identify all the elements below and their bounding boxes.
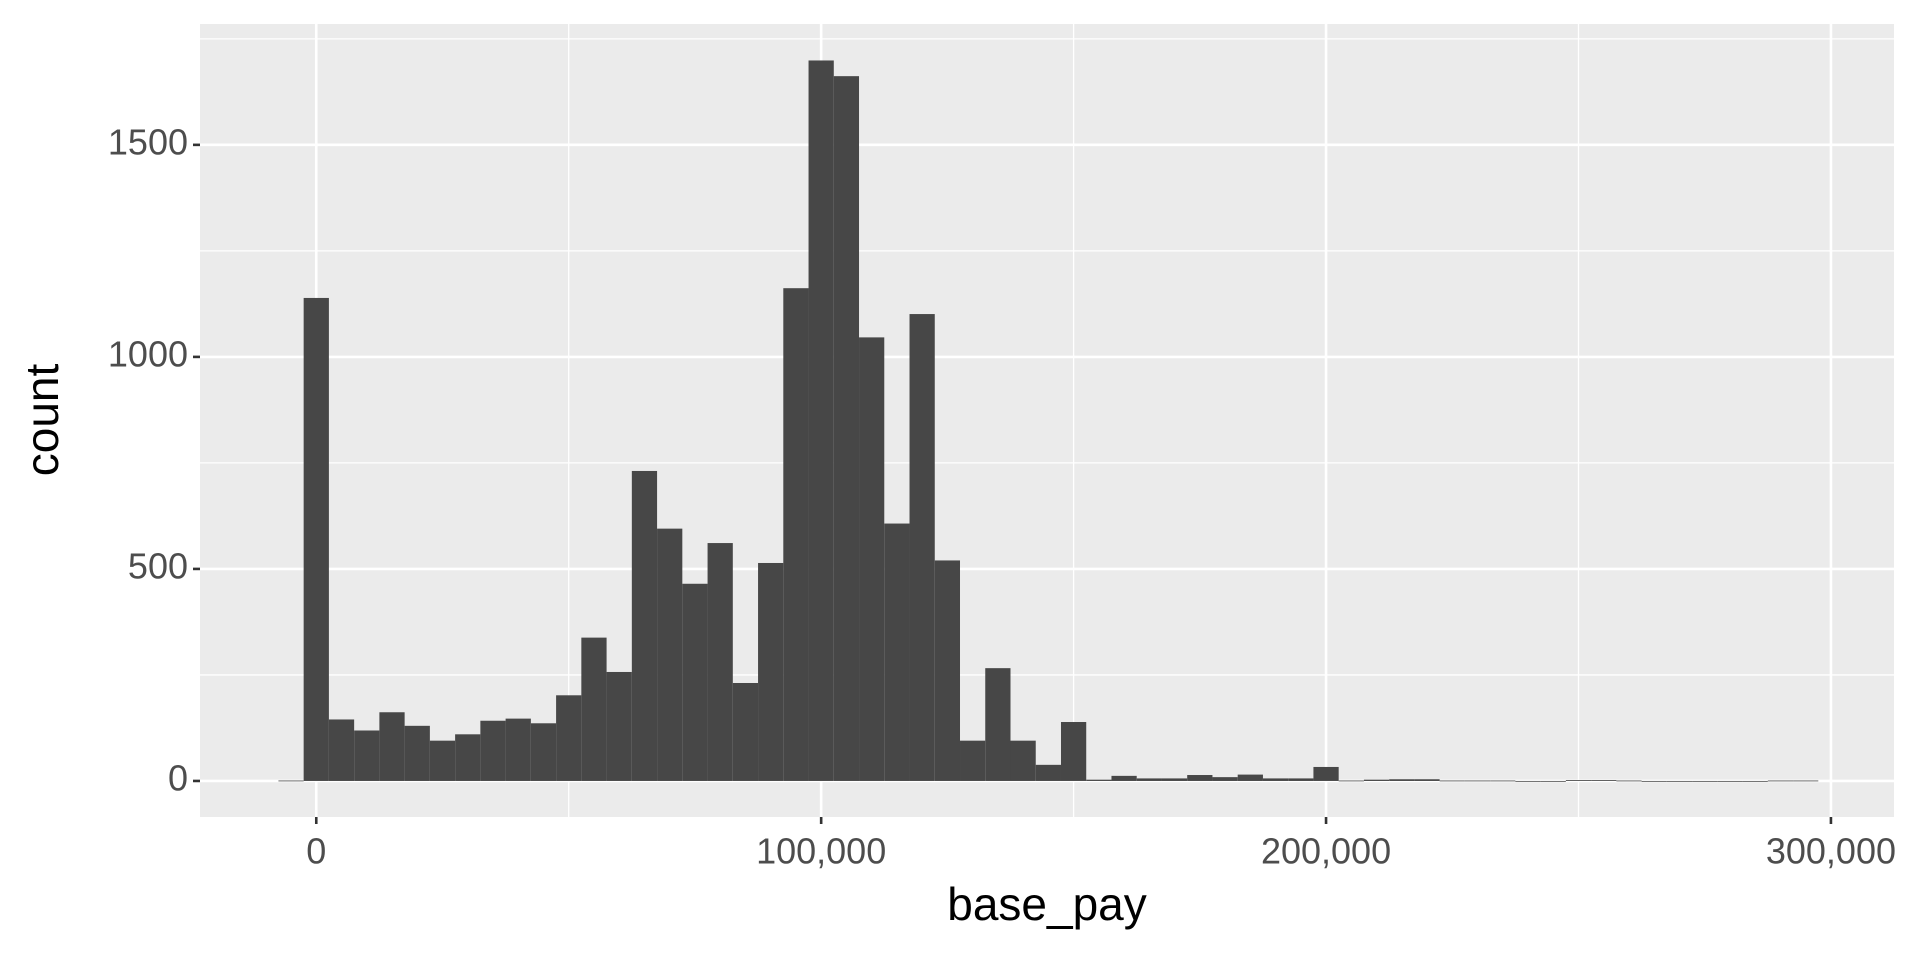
bar xyxy=(859,337,885,781)
x-axis-title: base_pay xyxy=(947,878,1147,930)
bar xyxy=(960,740,986,781)
bar xyxy=(581,637,607,781)
bar xyxy=(1035,764,1061,781)
bar xyxy=(1414,779,1440,781)
bar xyxy=(354,730,380,781)
y-tick-label: 1000 xyxy=(108,333,188,374)
bar xyxy=(1565,780,1592,781)
bar xyxy=(1464,780,1491,782)
y-tick-label: 500 xyxy=(128,545,188,586)
bar xyxy=(1212,777,1238,781)
bar xyxy=(682,583,708,781)
bar xyxy=(404,725,430,781)
bar xyxy=(1439,780,1465,782)
bar xyxy=(1666,780,1693,782)
bar xyxy=(732,682,759,781)
bar xyxy=(278,780,304,782)
bar xyxy=(1313,766,1339,781)
bar xyxy=(1591,780,1617,781)
bar xyxy=(556,695,582,781)
bar xyxy=(1288,778,1314,781)
axes: 0 500 1000 1500 0 100,000 200,000 300,000 xyxy=(108,121,1896,871)
bar xyxy=(1060,722,1087,781)
bar xyxy=(1616,780,1642,782)
bar xyxy=(1237,774,1263,781)
bar xyxy=(455,734,481,781)
y-tick-label: 0 xyxy=(168,757,188,798)
bar xyxy=(1793,780,1819,782)
bar xyxy=(1692,780,1718,782)
bar xyxy=(1161,778,1188,781)
bar xyxy=(1515,780,1541,782)
bar xyxy=(758,562,784,781)
bar xyxy=(808,60,834,781)
x-tick-label: 200,000 xyxy=(1261,831,1391,872)
bar xyxy=(783,288,809,781)
bar xyxy=(1086,779,1112,781)
bar xyxy=(1338,780,1364,782)
bar xyxy=(1641,780,1667,782)
bar xyxy=(1111,775,1137,781)
x-tick-label: 0 xyxy=(306,831,326,872)
bar xyxy=(934,560,961,781)
bar xyxy=(884,523,910,781)
y-tick-label: 1500 xyxy=(108,121,188,162)
bar xyxy=(1136,778,1162,781)
bar xyxy=(530,723,557,781)
bar xyxy=(480,720,506,781)
bar xyxy=(1363,779,1390,781)
bar xyxy=(429,740,456,781)
x-tick-label: 100,000 xyxy=(756,831,886,872)
bar xyxy=(606,671,632,781)
bar xyxy=(985,668,1011,781)
panel xyxy=(200,24,1894,817)
bar xyxy=(1389,779,1415,781)
bar xyxy=(1742,780,1768,782)
bar xyxy=(303,297,329,781)
bar xyxy=(1262,778,1289,781)
bar xyxy=(707,543,733,781)
bar xyxy=(1717,780,1743,782)
bar xyxy=(1010,740,1036,781)
bar xyxy=(631,470,658,781)
bar xyxy=(1767,780,1794,782)
bar xyxy=(1490,780,1516,782)
bar xyxy=(505,718,531,781)
x-tick-label: 300,000 xyxy=(1766,831,1896,872)
bar xyxy=(379,712,405,781)
bars xyxy=(278,60,1819,782)
bar xyxy=(1187,775,1213,781)
bar xyxy=(328,719,355,781)
bar xyxy=(909,314,935,781)
bar xyxy=(1540,780,1566,782)
y-axis-title: count xyxy=(16,364,68,477)
bar xyxy=(657,528,683,781)
bar xyxy=(833,76,860,781)
